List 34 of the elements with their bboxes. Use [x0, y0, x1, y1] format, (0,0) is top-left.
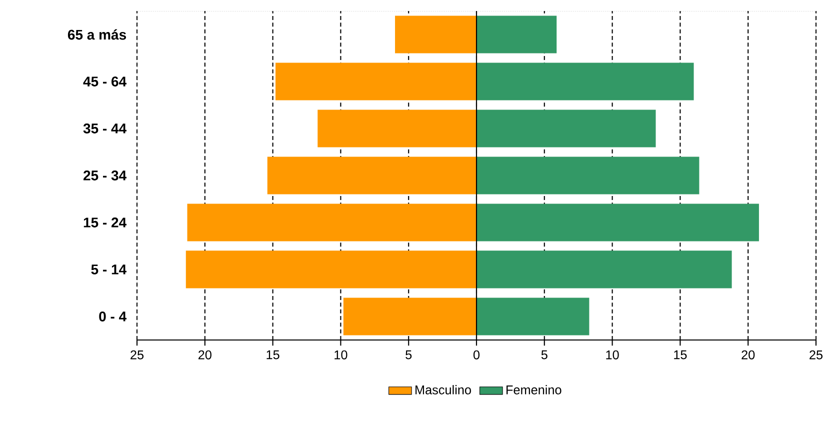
bar — [276, 62, 476, 100]
bar — [476, 156, 700, 194]
bar — [476, 204, 759, 242]
bar — [476, 110, 656, 148]
y-tick-label: 5 - 14 — [91, 264, 126, 274]
x-tick-label: 10 — [606, 350, 619, 360]
bar — [267, 156, 476, 194]
x-tick-label: 0 — [473, 350, 480, 360]
y-tick-label: 15 - 24 — [84, 218, 126, 228]
bar — [343, 298, 476, 336]
x-tick-label: 15 — [266, 350, 280, 360]
bar — [395, 16, 476, 54]
bar — [476, 298, 590, 336]
bar — [318, 110, 476, 148]
legend-label: Masculino — [416, 385, 471, 394]
x-tick-label: 20 — [742, 350, 755, 360]
x-tick-label: 25 — [810, 350, 823, 360]
y-tick-label: 25 - 34 — [84, 170, 126, 180]
bar — [476, 62, 694, 100]
x-tick-label: 15 — [674, 350, 687, 360]
x-tick-label: 5 — [541, 350, 548, 360]
bar — [476, 16, 557, 54]
x-tick-label: 5 — [406, 350, 412, 360]
y-tick-label: 35 - 44 — [83, 124, 126, 134]
x-tick-label: 20 — [198, 350, 212, 360]
y-tick-label: 65 a más — [68, 29, 126, 40]
x-tick-label: 10 — [334, 350, 348, 360]
legend-label: Femenino — [506, 385, 562, 394]
bar — [187, 204, 476, 242]
bar — [186, 250, 476, 288]
bar — [476, 250, 732, 288]
y-tick-label: 45 - 64 — [83, 76, 126, 86]
y-tick-label: 0 - 4 — [99, 312, 126, 322]
x-tick-label: 25 — [130, 350, 144, 360]
